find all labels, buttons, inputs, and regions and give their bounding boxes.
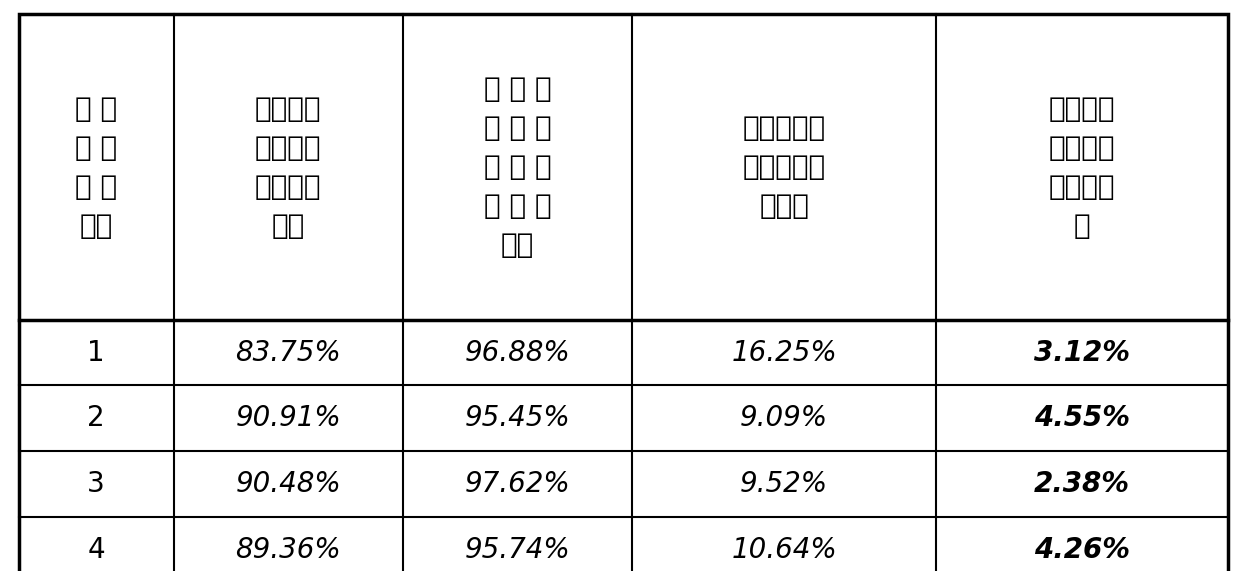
Text: 2: 2	[87, 404, 105, 432]
Text: 97.62%: 97.62%	[465, 470, 570, 498]
Text: 9.09%: 9.09%	[740, 404, 828, 432]
Text: 95.74%: 95.74%	[465, 536, 570, 564]
Text: 10.64%: 10.64%	[732, 536, 837, 564]
Text: 4.55%: 4.55%	[1034, 404, 1130, 432]
Text: 9.52%: 9.52%	[740, 470, 828, 498]
Text: 某 型
车 辆
试 验
序号: 某 型 车 辆 试 验 序号	[76, 95, 117, 239]
Text: 常规目标
检测方法
的目标检
测率: 常规目标 检测方法 的目标检 测率	[255, 95, 321, 239]
Text: 常规目标检
测方法的错
检概率: 常规目标检 测方法的错 检概率	[743, 114, 826, 220]
Text: 4.26%: 4.26%	[1034, 536, 1130, 564]
Text: 90.91%: 90.91%	[236, 404, 341, 432]
Text: 3.12%: 3.12%	[1034, 339, 1130, 367]
Text: 96.88%: 96.88%	[465, 339, 570, 367]
Text: 16.25%: 16.25%	[732, 339, 837, 367]
Text: 3: 3	[87, 470, 105, 498]
Text: 本 方 法
双 门 限
检 测 的
目 标 检
测率: 本 方 法 双 门 限 检 测 的 目 标 检 测率	[484, 75, 552, 259]
Text: 83.75%: 83.75%	[236, 339, 341, 367]
Text: 89.36%: 89.36%	[236, 536, 341, 564]
Text: 2.38%: 2.38%	[1034, 470, 1130, 498]
Text: 本方法即
双门限检
测的错检
率: 本方法即 双门限检 测的错检 率	[1049, 95, 1115, 239]
Text: 1: 1	[87, 339, 105, 367]
Text: 95.45%: 95.45%	[465, 404, 570, 432]
Text: 4: 4	[87, 536, 105, 564]
Text: 90.48%: 90.48%	[236, 470, 341, 498]
